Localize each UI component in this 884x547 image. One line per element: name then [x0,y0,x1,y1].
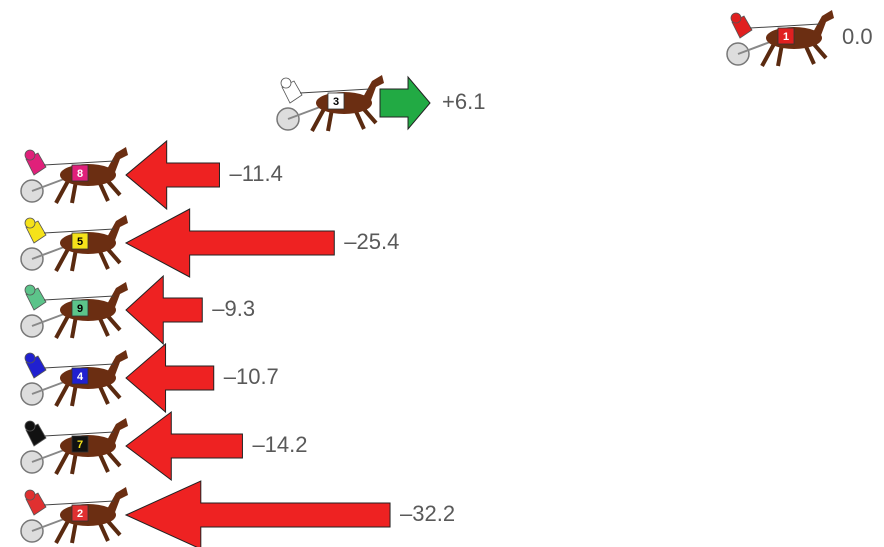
leg [56,316,68,338]
arrow [126,209,334,277]
value-label: –25.4 [344,229,399,254]
rein [750,24,820,28]
jockey-head [25,353,35,363]
horse: 8 [21,147,128,203]
leg [56,384,68,406]
horse: 2 [21,487,128,543]
horse-number: 1 [783,31,789,43]
leg [56,521,68,543]
value-label: –32.2 [400,501,455,526]
leg [56,452,68,474]
rein [44,501,114,505]
value-label: 0.0 [842,24,873,49]
leg [312,109,324,131]
arrow [126,276,202,344]
horse-number: 5 [77,236,83,248]
value-label: –11.4 [229,161,282,186]
jockey-head [281,78,291,88]
rein [44,296,114,300]
value-label: –14.2 [252,432,307,457]
horse: 1 [727,10,834,66]
value-label: –9.3 [212,296,255,321]
chart: 1 0.0 3 +6.1 8 –11.4 5 –25.4 9 –9.3 4 –10.7 7 –14.2 2 –… [0,0,884,547]
value-label: +6.1 [442,89,485,114]
rein [44,364,114,368]
horse-number: 2 [77,508,83,520]
jockey-head [25,150,35,160]
jockey-head [25,285,35,295]
arrow [126,412,242,480]
horse-number: 7 [77,439,83,451]
leg [762,44,774,66]
horse: 5 [21,215,128,271]
leg [56,181,68,203]
jockey-head [25,421,35,431]
horse-number: 8 [77,168,83,180]
jockey-head [731,13,741,23]
horse-number: 4 [77,371,84,383]
arrow [126,344,214,412]
arrow [126,481,390,547]
rein [44,229,114,233]
horse-number: 3 [333,96,339,108]
rein [44,161,114,165]
horse: 9 [21,282,128,338]
horse: 4 [21,350,128,406]
rein [300,89,370,93]
rein [44,432,114,436]
arrow [126,141,219,209]
horse-number: 9 [77,303,83,315]
horse: 3 [277,75,384,131]
arrow [380,77,430,129]
horse: 7 [21,418,128,474]
value-label: –10.7 [224,364,279,389]
jockey-head [25,490,35,500]
leg [56,249,68,271]
jockey-head [25,218,35,228]
